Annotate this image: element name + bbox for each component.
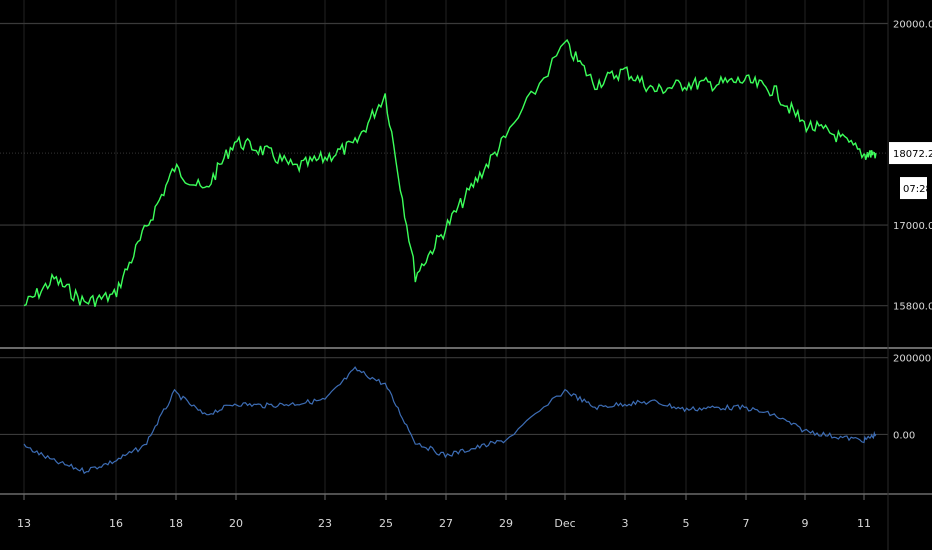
indicator-panel (23, 366, 877, 475)
price-tick-label: 15800.00 (893, 302, 932, 313)
time-tick-label: 25 (379, 517, 393, 530)
time-tick-label: 7 (743, 517, 750, 530)
price-tick-label: 0.00 (893, 430, 915, 441)
price-axis[interactable]: 20000.00 17000.00 15800.00 200000.00 0.00 (893, 20, 932, 442)
time-tick-label: 5 (683, 517, 690, 530)
price-series-line (23, 38, 877, 307)
time-tick-label: 3 (622, 517, 629, 530)
time-tick-label: Dec (554, 517, 575, 530)
last-price-badge (889, 142, 932, 165)
time-tick-label: 29 (499, 517, 513, 530)
time-tick-label: 9 (802, 517, 809, 530)
last-value-labels: 18072.20 07:28 (0, 142, 932, 200)
price-tick-label: 20000.00 (893, 20, 932, 31)
time-axis[interactable]: 13 16 18 20 23 25 27 29 Dec 3 5 7 9 11 (17, 494, 871, 530)
price-panel (23, 38, 877, 307)
last-price-label: 18072.20 (893, 149, 932, 160)
time-tick-label: 13 (17, 517, 31, 530)
countdown-badge (900, 177, 927, 200)
time-tick-label: 16 (109, 517, 123, 530)
time-tick-label: 11 (857, 517, 871, 530)
countdown-label: 07:28 (903, 184, 932, 195)
time-tick-label: 27 (439, 517, 453, 530)
time-tick-label: 23 (318, 517, 332, 530)
time-tick-label: 20 (229, 517, 243, 530)
price-tick-label: 200000.00 (893, 354, 932, 365)
indicator-series-line (23, 366, 877, 475)
grid-lines (0, 0, 888, 494)
time-tick-label: 18 (169, 517, 183, 530)
price-tick-label: 17000.00 (893, 221, 932, 232)
